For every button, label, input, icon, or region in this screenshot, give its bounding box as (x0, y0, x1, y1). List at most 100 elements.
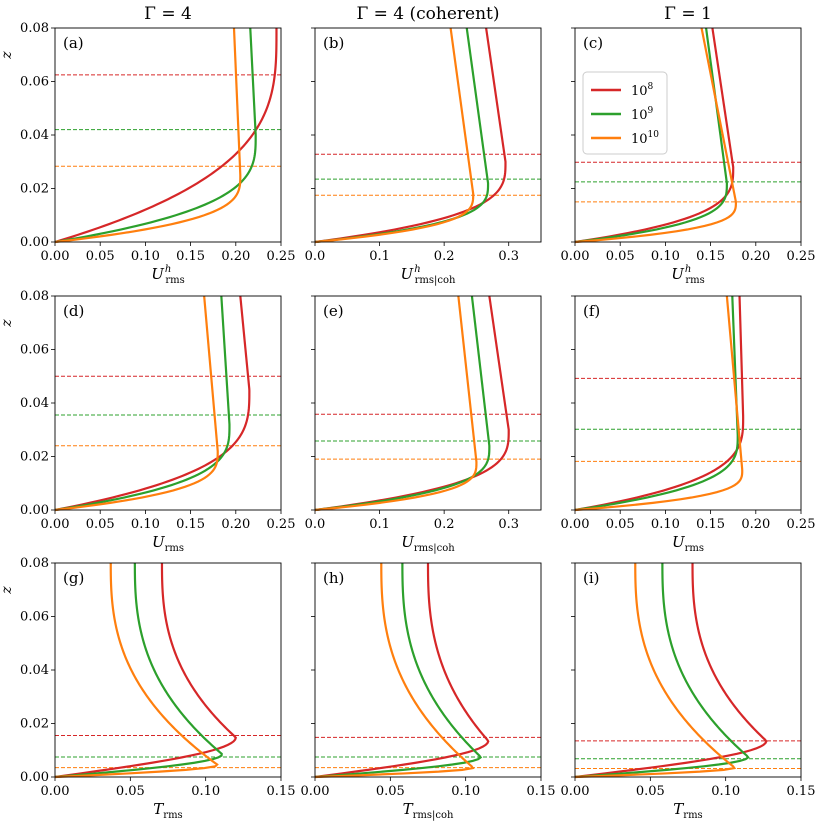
panel-e: 0.0 0.1 0.2 0.3 Urms|coh (e) (305, 295, 542, 554)
y-axis-label: z (0, 586, 15, 595)
series-line-10^9 (314, 27, 490, 244)
panel-label: (b) (323, 34, 344, 52)
panel-label: (i) (583, 569, 600, 587)
y-tick-label: 0.08 (20, 21, 49, 36)
legend: 108 109 1010 (582, 71, 668, 155)
y-tick-label: 0.06 (20, 343, 49, 358)
x-tick-label: 0.25 (267, 249, 296, 264)
x-tick-label: 0.20 (221, 249, 250, 264)
series-line-10^9 (314, 563, 483, 779)
x-tick-label: 0.00 (41, 249, 70, 264)
panel-label: (f) (583, 302, 600, 320)
x-tick-label: 0.15 (267, 784, 296, 799)
series-line-10^8 (574, 563, 768, 779)
plot-frame (54, 295, 282, 511)
y-tick-label: 0.04 (20, 128, 49, 143)
x-tick-label: 0.25 (267, 517, 296, 532)
y-tick-label: 0.00 (20, 770, 49, 785)
series-line-10^10 (574, 295, 744, 512)
y-axis-label: z (0, 319, 15, 328)
x-tick-label: 0.00 (301, 784, 330, 799)
panel-b: 0.0 0.1 0.2 0.3 Uh rms|coh (b) (305, 27, 542, 286)
series-line-10^9 (314, 295, 491, 512)
x-axis-label: Urms (672, 533, 704, 554)
panel-label: (d) (63, 302, 84, 320)
y-tick-label: 0.02 (20, 450, 49, 465)
plot-frame (54, 562, 282, 778)
y-tick-label: 0.08 (20, 289, 49, 304)
x-tick-label: 0.1 (369, 249, 390, 264)
x-tick-label: 0.3 (498, 517, 519, 532)
x-tick-label: 0.10 (131, 249, 160, 264)
series-line-10^10 (54, 295, 219, 512)
y-tick-label: 0.06 (20, 610, 49, 625)
x-tick-label: 0.05 (86, 249, 115, 264)
x-tick-label: 0.05 (606, 517, 635, 532)
x-tick-label: 0.3 (498, 249, 519, 264)
series-line-10^8 (574, 295, 745, 512)
x-tick-label: 0.10 (651, 517, 680, 532)
x-tick-label: 0.15 (527, 784, 556, 799)
panel-d: 0.00 0.05 0.10 0.15 0.20 0.25 0.00 0.02 0.04 0.06… (0, 289, 295, 554)
x-axis-label: Uh rms|coh (401, 264, 456, 286)
legend-label: 1010 (631, 130, 659, 147)
x-tick-label: 0.00 (41, 517, 70, 532)
y-tick-label: 0.06 (20, 75, 49, 90)
series-line-10^10 (574, 563, 737, 779)
column-title-1: Γ = 4 (144, 4, 192, 24)
series-line-10^9 (54, 295, 231, 512)
x-tick-label: 0.10 (651, 249, 680, 264)
y-tick-label: 0.08 (20, 556, 49, 571)
plot-frame (314, 295, 542, 511)
column-title-2: Γ = 4 (coherent) (356, 4, 499, 24)
series-line-10^10 (54, 27, 242, 244)
series-line-10^9 (574, 295, 739, 512)
legend-box (582, 71, 668, 155)
x-tick-label: 0.05 (606, 249, 635, 264)
x-axis-label: Trms (153, 800, 182, 821)
panel-label: (g) (63, 569, 84, 587)
series-line-10^8 (54, 563, 238, 779)
y-tick-label: 0.04 (20, 396, 49, 411)
plot-frame (314, 27, 542, 243)
legend-label: 108 (631, 82, 654, 99)
x-tick-label: 0.05 (86, 517, 115, 532)
panel-label: (c) (583, 34, 603, 52)
series-line-10^8 (54, 295, 251, 512)
x-tick-label: 0.15 (787, 784, 816, 799)
x-axis-label: Trms|coh (403, 800, 454, 821)
x-tick-label: 0.2 (434, 249, 455, 264)
x-tick-label: 0.25 (787, 249, 816, 264)
x-tick-label: 0.20 (221, 517, 250, 532)
x-tick-label: 0.0 (305, 517, 326, 532)
panel-label: (h) (323, 569, 344, 587)
plot-frame (574, 295, 802, 511)
x-tick-label: 0.00 (561, 249, 590, 264)
panel-f: 0.00 0.05 0.10 0.15 0.20 0.25 Urms (f) (561, 295, 815, 554)
x-tick-label: 0.0 (305, 249, 326, 264)
series-line-10^8 (314, 27, 507, 244)
y-axis-label: z (0, 51, 15, 60)
panel-a: 0.00 0.05 0.10 0.15 0.20 0.25 0.00 0.02 0.04 0.06… (0, 21, 295, 286)
y-tick-label: 0.02 (20, 717, 49, 732)
x-tick-label: 0.00 (561, 517, 590, 532)
series-line-10^10 (314, 27, 475, 244)
plot-frame (574, 562, 802, 778)
x-tick-label: 0.00 (41, 784, 70, 799)
series-line-10^9 (54, 563, 223, 779)
series-line-10^10 (54, 563, 219, 779)
x-tick-label: 0.1 (369, 517, 390, 532)
x-tick-label: 0.00 (561, 784, 590, 799)
x-axis-label: Urms (152, 533, 184, 554)
x-tick-label: 0.10 (131, 517, 160, 532)
panel-label: (e) (323, 302, 344, 320)
plot-frame (54, 27, 282, 243)
series-line-10^9 (574, 27, 728, 244)
x-tick-label: 0.05 (376, 784, 405, 799)
x-axis-label: Uh rms (671, 264, 705, 286)
x-axis-label: Uh rms (151, 264, 185, 286)
x-axis-label: Urms|coh (401, 533, 455, 554)
series-line-10^10 (314, 295, 478, 512)
